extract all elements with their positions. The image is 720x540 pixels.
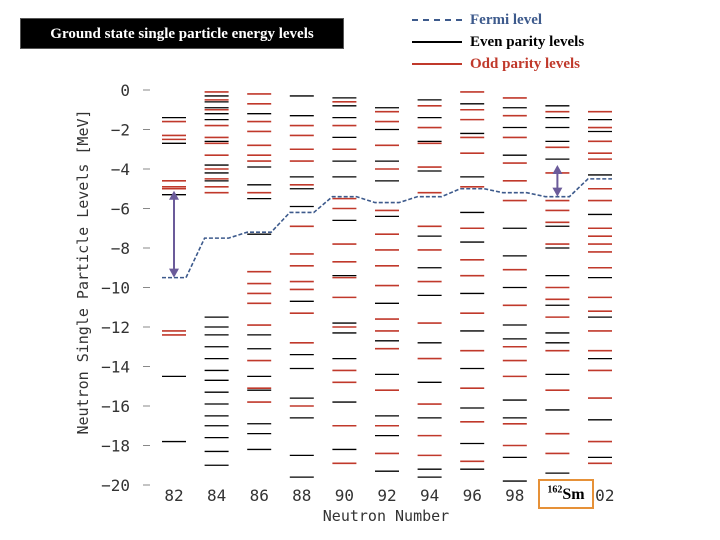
fermi-level-line — [162, 178, 612, 279]
legend-label-even: Even parity levels — [470, 34, 585, 50]
x-tick-label: 98 — [505, 486, 524, 505]
legend-item-odd: Odd parity levels — [412, 54, 632, 74]
legend-swatch-odd — [412, 63, 462, 65]
y-tick-label: −10 — [101, 279, 130, 298]
legend-swatch-even — [412, 41, 462, 43]
y-tick-label: −14 — [101, 358, 130, 377]
legend-swatch-fermi — [412, 19, 462, 21]
x-tick-label: 94 — [420, 486, 439, 505]
y-tick-label: −6 — [111, 200, 130, 219]
y-tick-label: −20 — [101, 476, 130, 495]
y-tick-label: −8 — [111, 239, 130, 258]
y-axis-title: Neutron Single Particle Levels [MeV] — [74, 109, 92, 434]
legend-label-odd: Odd parity levels — [470, 56, 581, 72]
x-tick-label: 92 — [377, 486, 396, 505]
chart-title: Ground state single particle energy leve… — [20, 18, 344, 49]
nucleus-tag: 162Sm — [538, 479, 594, 509]
y-tick-label: −4 — [111, 160, 130, 179]
legend-label-fermi: Fermi level — [470, 12, 543, 28]
x-tick-label: 96 — [463, 486, 482, 505]
y-tick-label: −18 — [101, 437, 130, 456]
y-tick-label: 0 — [120, 81, 130, 100]
mass-number: 162 — [547, 484, 563, 496]
levels-layer — [162, 91, 612, 482]
x-axis-title: Neutron Number — [323, 507, 449, 525]
x-tick-label: 88 — [292, 486, 311, 505]
legend-item-fermi: Fermi level — [412, 10, 632, 30]
shell-gap-arrow — [169, 190, 179, 278]
legend: Fermi level Even parity levels Odd parit… — [412, 8, 632, 76]
y-tick-label: −2 — [111, 121, 130, 140]
gap-arrow-head-down — [552, 187, 563, 197]
fermi-layer — [162, 178, 612, 279]
shell-gap-arrow — [552, 165, 563, 197]
element-symbol: Sm — [562, 486, 585, 503]
y-tick-label: −12 — [101, 318, 130, 337]
arrow-layer — [169, 165, 563, 278]
axis-layer: 0 −2 −4 −6 −8 −10 −12 −14 −16 −18 −20 82 84 86 88 90 92 9… — [101, 81, 614, 505]
y-tick-label: −16 — [101, 397, 130, 416]
x-tick-label: 84 — [207, 486, 226, 505]
x-tick-label: 90 — [335, 486, 354, 505]
gap-arrow-head-up — [552, 165, 563, 175]
gap-arrow-head-up — [169, 190, 179, 200]
x-tick-label: 86 — [250, 486, 269, 505]
x-tick-label: 82 — [164, 486, 183, 505]
gap-arrow-head-down — [169, 268, 179, 278]
legend-item-even: Even parity levels — [412, 32, 632, 52]
